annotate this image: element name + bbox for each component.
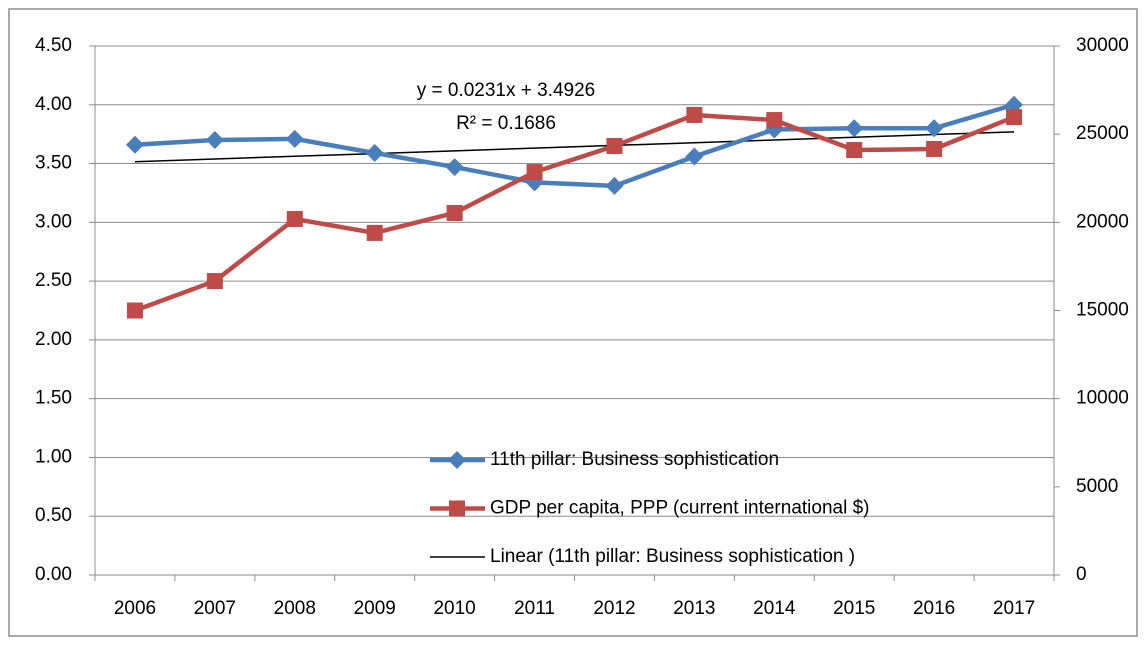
- x-tick-label: 2010: [433, 598, 475, 619]
- x-tick-label: 2014: [753, 598, 796, 619]
- y-tick-label: 2.50: [35, 270, 72, 291]
- chart-border: [8, 8, 1138, 637]
- legend-label: 11th pillar: Business sophistication: [490, 449, 779, 470]
- legend-label: Linear (11th pillar: Business sophistica…: [490, 546, 855, 567]
- diamond-marker: [205, 131, 224, 150]
- square-marker: [766, 112, 783, 129]
- square-marker: [1006, 109, 1023, 126]
- y2-tick-label: 0: [1076, 564, 1087, 585]
- trend-r-squared: R² = 0.1686: [456, 113, 556, 134]
- square-marker: [446, 204, 463, 221]
- square-marker: [526, 164, 543, 181]
- y2-tick-label: 10000: [1076, 388, 1129, 409]
- diamond-marker: [445, 158, 464, 177]
- y2-tick-label: 25000: [1076, 123, 1129, 144]
- diamond-marker: [285, 129, 304, 148]
- square-marker: [846, 142, 863, 159]
- y2-tick-label: 30000: [1076, 35, 1129, 56]
- y-tick-label: 4.00: [35, 94, 72, 115]
- diamond-marker: [448, 451, 466, 469]
- y-tick-label: 3.00: [35, 211, 72, 232]
- x-tick-label: 2017: [993, 598, 1035, 619]
- square-marker: [686, 106, 703, 123]
- y-tick-label: 0.00: [35, 564, 72, 585]
- square-marker: [286, 210, 303, 227]
- series-line: [134, 102, 1015, 189]
- diamond-marker: [845, 119, 864, 138]
- grid: [95, 45, 1054, 576]
- x-tick-label: 2008: [274, 598, 316, 619]
- y-tick-label: 1.50: [35, 388, 72, 409]
- y2-tick-label: 5000: [1076, 476, 1118, 497]
- x-tick-label: 2007: [194, 598, 236, 619]
- y2-tick-label: 20000: [1076, 211, 1129, 232]
- diamond-marker: [605, 176, 624, 195]
- trend-equation: y = 0.0231x + 3.4926: [417, 80, 596, 101]
- legend: 11th pillar: Business sophistication GDP …: [430, 449, 870, 567]
- x-tick-label: 2009: [354, 598, 396, 619]
- square-marker: [926, 140, 943, 157]
- square-marker: [449, 500, 465, 517]
- y-tick-label: 0.50: [35, 505, 72, 526]
- diamond-marker: [925, 119, 944, 138]
- trend-line: [134, 131, 1015, 163]
- y-tick-label: 2.00: [35, 329, 72, 350]
- diamond-marker: [685, 147, 704, 166]
- x-tick-label: 2015: [833, 598, 875, 619]
- square-marker: [126, 302, 143, 319]
- x-tick-label: 2013: [673, 598, 715, 619]
- series-line: [134, 112, 1015, 313]
- square-marker: [206, 273, 223, 290]
- y-tick-label: 1.00: [35, 446, 72, 467]
- diamond-marker: [365, 143, 384, 162]
- y2-tick-label: 15000: [1076, 300, 1129, 321]
- x-tick-label: 2011: [514, 598, 555, 619]
- y-tick-label: 3.50: [35, 153, 72, 174]
- legend-label: GDP per capita, PPP (current internation…: [490, 498, 870, 519]
- x-tick-label: 2016: [913, 598, 955, 619]
- square-marker: [366, 224, 383, 241]
- diamond-marker: [125, 135, 144, 154]
- square-marker: [606, 137, 623, 154]
- x-tick-label: 2012: [593, 598, 635, 619]
- x-tick-label: 2006: [114, 598, 156, 619]
- y-tick-label: 4.50: [35, 35, 72, 56]
